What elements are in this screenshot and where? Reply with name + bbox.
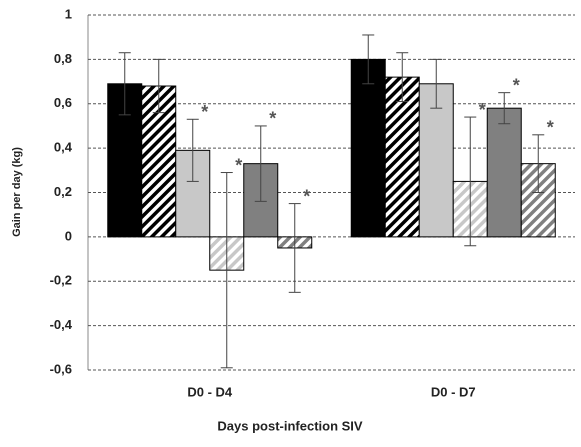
y-tick-label: -0,2 xyxy=(50,273,72,288)
significance-label: * xyxy=(479,100,486,120)
y-tick-label: 0,2 xyxy=(54,184,72,199)
bar xyxy=(384,76,420,238)
bar xyxy=(350,58,386,238)
y-tick-label: -0,4 xyxy=(50,317,73,332)
x-tick-label: D0 - D4 xyxy=(187,384,233,399)
significance-label: * xyxy=(513,75,520,95)
y-axis-label: Gain per day (kg) xyxy=(11,147,23,237)
y-tick-label: 1 xyxy=(65,6,72,21)
significance-label: * xyxy=(235,155,242,175)
x-tick-label: D0 - D7 xyxy=(431,384,476,399)
bar xyxy=(486,107,522,238)
significance-label: * xyxy=(547,118,554,138)
significance-label: * xyxy=(303,186,310,206)
y-tick-label: 0,6 xyxy=(54,95,72,110)
significance-label: * xyxy=(201,102,208,122)
bar xyxy=(418,83,454,238)
x-axis-label: Days post-infection SIV xyxy=(217,418,363,433)
significance-label: * xyxy=(269,109,276,129)
y-tick-label: 0,8 xyxy=(54,51,72,66)
y-tick-label: -0,6 xyxy=(50,361,72,376)
y-tick-label: 0,4 xyxy=(54,140,73,155)
y-tick-label: 0 xyxy=(65,228,72,243)
